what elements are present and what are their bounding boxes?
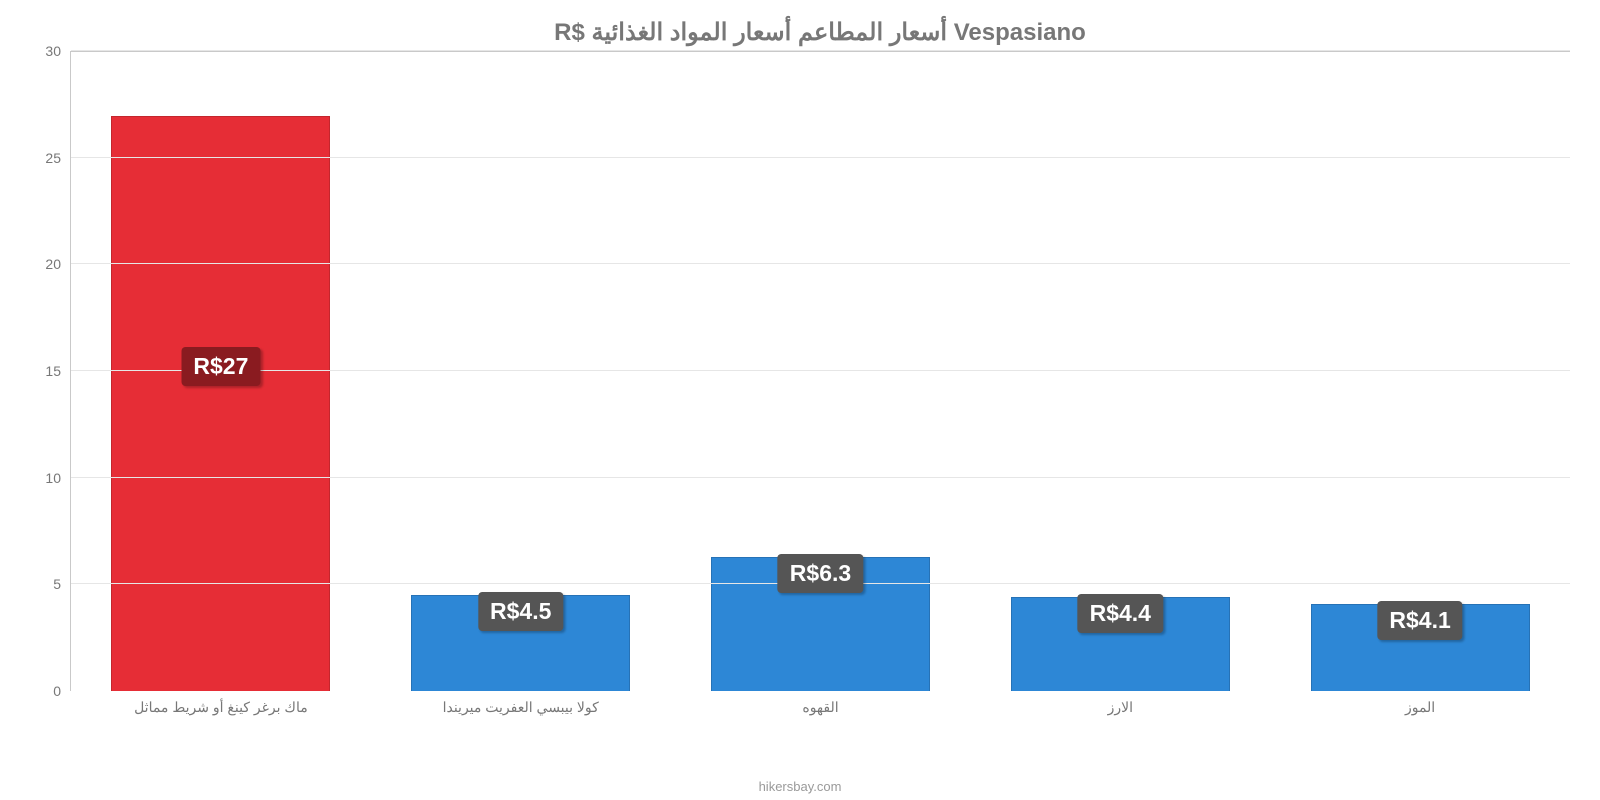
- y-tick-label: 20: [45, 256, 71, 272]
- y-tick-label: 5: [53, 576, 71, 592]
- value-badge: R$6.3: [778, 554, 863, 593]
- bar: R$27: [111, 116, 330, 691]
- x-tick-label: القهوه: [671, 699, 971, 716]
- bars-container: R$27 R$4.5 R$6.3 R$4.4 R$4.1: [71, 52, 1570, 691]
- y-tick-label: 30: [45, 43, 71, 59]
- value-badge: R$4.4: [1078, 594, 1163, 633]
- x-tick-label: ماك برغر كينغ أو شريط مماثل: [71, 699, 371, 716]
- x-tick-label: الارز: [970, 699, 1270, 716]
- grid-line: [71, 263, 1570, 264]
- y-tick-label: 15: [45, 363, 71, 379]
- y-tick-label: 0: [53, 683, 71, 699]
- plot-area: R$27R$4.5R$6.3R$4.4R$4.1 ماك برغر كينغ أ…: [70, 51, 1570, 691]
- x-tick-label: كولا بيبسي العفريت ميريندا: [371, 699, 671, 716]
- x-axis: ماك برغر كينغ أو شريط مماثلكولا بيبسي ال…: [71, 699, 1570, 716]
- chart-title: R$ أسعار المطاعم أسعار المواد الغذائية V…: [70, 18, 1570, 47]
- grid-line: [71, 157, 1570, 158]
- bar: R$4.5: [411, 595, 630, 691]
- bar-slot: R$4.5: [371, 52, 671, 691]
- value-badge: R$27: [181, 347, 260, 386]
- grid-line: [71, 477, 1570, 478]
- grid-line: [71, 370, 1570, 371]
- x-tick-label: الموز: [1270, 699, 1570, 716]
- y-tick-label: 10: [45, 470, 71, 486]
- y-tick-label: 25: [45, 150, 71, 166]
- bar: R$4.1: [1311, 604, 1530, 691]
- chart-credit: hikersbay.com: [0, 779, 1600, 794]
- grid-line: [71, 50, 1570, 51]
- value-badge: R$4.1: [1377, 601, 1462, 640]
- bar-slot: R$4.4: [970, 52, 1270, 691]
- bar-slot: R$4.1: [1270, 52, 1570, 691]
- value-badge: R$4.5: [478, 592, 563, 631]
- bar-slot: R$6.3: [671, 52, 971, 691]
- bar: R$4.4: [1011, 597, 1230, 691]
- bar: R$6.3: [711, 557, 930, 691]
- bar-slot: R$27: [71, 52, 371, 691]
- price-bar-chart: R$ أسعار المطاعم أسعار المواد الغذائية V…: [0, 0, 1600, 800]
